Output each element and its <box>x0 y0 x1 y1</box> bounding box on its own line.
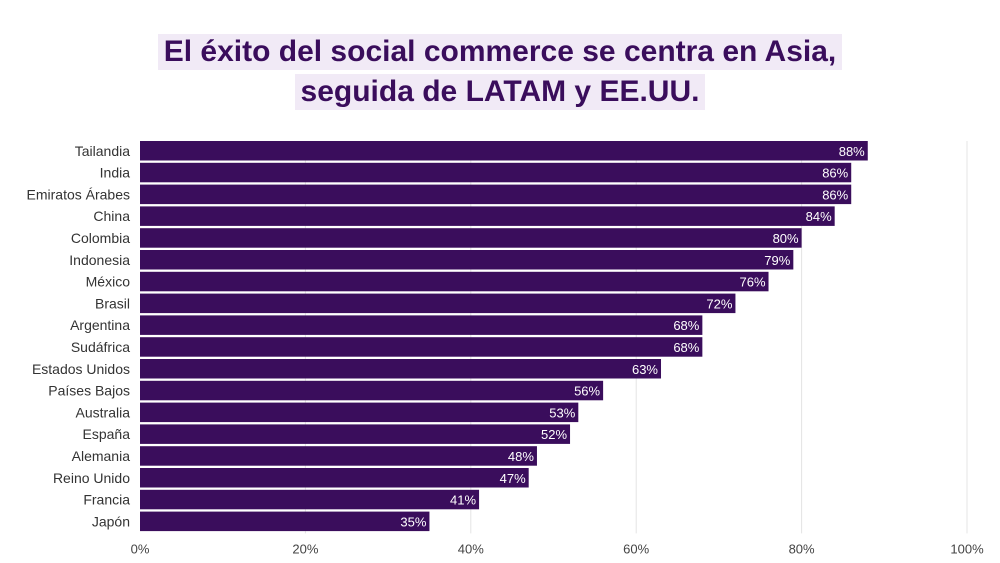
bar <box>140 206 835 226</box>
bar <box>140 337 703 357</box>
bar <box>140 359 662 379</box>
value-label: 76% <box>739 275 765 290</box>
chart-title-line-1: El éxito del social commerce se centra e… <box>157 34 843 70</box>
category-label: Estados Unidos <box>32 361 130 377</box>
category-label: China <box>93 208 130 224</box>
value-label: 35% <box>400 514 426 529</box>
category-label: Brasil <box>95 295 130 311</box>
value-label: 52% <box>541 427 567 442</box>
value-label: 80% <box>773 231 799 246</box>
category-label: Reino Unido <box>53 470 130 486</box>
category-label: Sudáfrica <box>71 339 130 355</box>
value-label: 48% <box>508 449 534 464</box>
x-tick-label: 0% <box>131 541 150 556</box>
category-label: Países Bajos <box>48 383 130 399</box>
bar <box>140 162 852 183</box>
value-label: 79% <box>764 253 790 268</box>
category-label: Indonesia <box>69 252 130 268</box>
category-labels: Tailandia India Emiratos Árabes China Colomb… <box>27 143 131 530</box>
bar <box>140 293 736 314</box>
bar <box>140 424 571 444</box>
bar <box>140 184 852 205</box>
bars <box>140 141 868 532</box>
chart-title: El éxito del social commerce se centra e… <box>0 34 1000 114</box>
bar <box>140 446 537 466</box>
bar <box>140 402 579 423</box>
value-label: 56% <box>574 384 600 399</box>
value-label: 86% <box>822 166 848 181</box>
chart-title-line-2: seguida de LATAM y EE.UU. <box>294 74 706 110</box>
category-label: Francia <box>83 492 130 508</box>
value-label: 84% <box>806 209 832 224</box>
value-label: 68% <box>673 318 699 333</box>
bar <box>140 511 430 532</box>
bar <box>140 250 794 270</box>
bar <box>140 141 868 161</box>
category-label: Emiratos Árabes <box>27 186 130 202</box>
bar <box>140 380 604 401</box>
category-label: Alemania <box>72 448 131 464</box>
value-label: 63% <box>632 362 658 377</box>
bar <box>140 271 769 292</box>
x-tick-label: 40% <box>458 541 484 556</box>
value-label: 53% <box>549 405 575 420</box>
x-tick-label: 60% <box>623 541 649 556</box>
value-label: 86% <box>822 187 848 202</box>
category-label: Argentina <box>70 317 130 333</box>
category-label: España <box>83 426 131 442</box>
bar <box>140 228 802 248</box>
x-tick-label: 100% <box>950 541 984 556</box>
x-tick-label: 80% <box>789 541 815 556</box>
bar <box>140 489 480 510</box>
value-labels: 88% 86% 86% 84% 80% 79% 76% 72% 68% 68% 63% 56% 53% 5… <box>400 144 865 530</box>
value-label: 47% <box>500 471 526 486</box>
category-label: India <box>100 165 131 181</box>
x-axis-ticks: 0% 20% 40% 60% 80% 100% <box>131 541 984 556</box>
value-label: 68% <box>673 340 699 355</box>
category-label: México <box>86 274 131 290</box>
value-label: 88% <box>839 144 865 159</box>
value-label: 41% <box>450 493 476 508</box>
category-label: Japón <box>92 513 130 529</box>
bar <box>140 315 703 335</box>
category-label: Australia <box>76 404 131 420</box>
category-label: Colombia <box>71 230 130 246</box>
value-label: 72% <box>706 296 732 311</box>
x-tick-label: 20% <box>292 541 318 556</box>
bar <box>140 468 529 488</box>
category-label: Tailandia <box>75 143 130 159</box>
